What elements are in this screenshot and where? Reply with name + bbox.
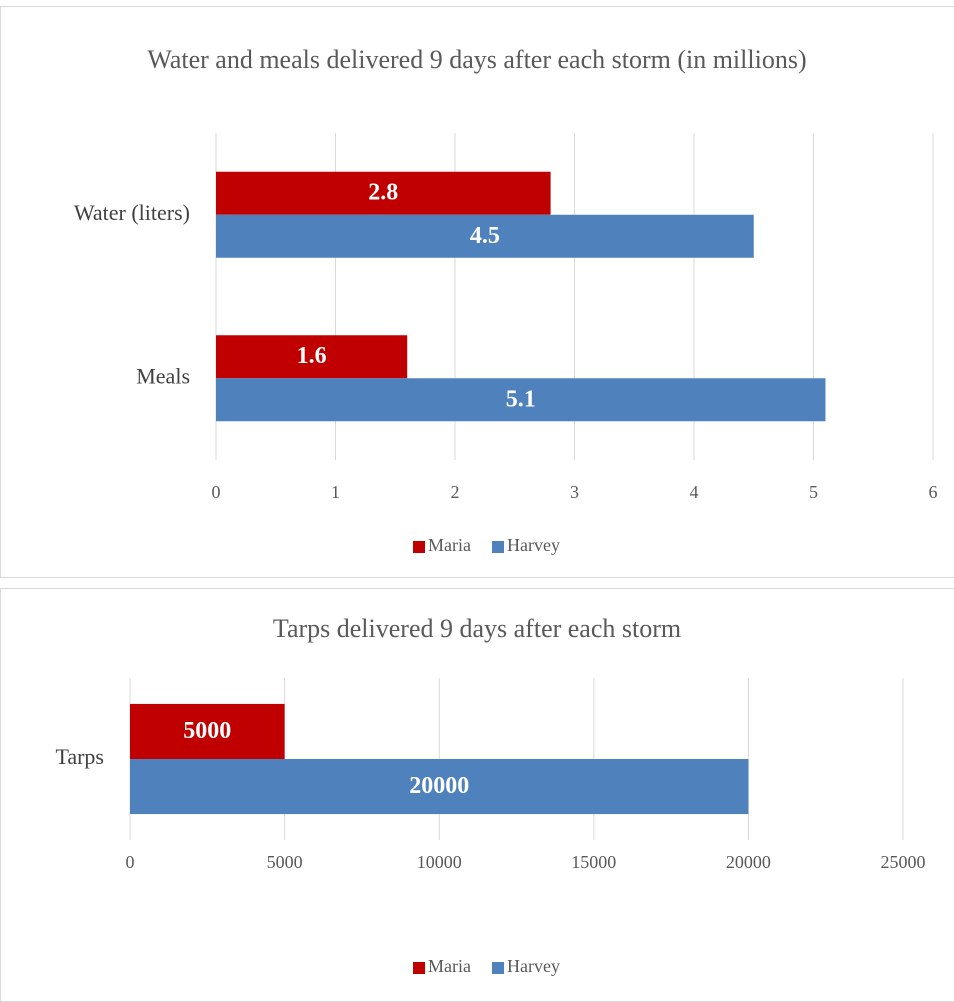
x-tick-label: 10000 [417, 852, 462, 872]
chart-title: Water and meals delivered 9 days after e… [147, 45, 806, 74]
data-label: 5.1 [506, 386, 536, 412]
bar [216, 214, 754, 258]
x-tick-label: 5000 [267, 852, 303, 872]
bar [130, 703, 285, 759]
category-label: Water (liters) [74, 200, 190, 225]
x-tick-label: 5 [809, 482, 818, 502]
data-label: 5000 [183, 718, 231, 744]
legend-swatch [492, 541, 504, 553]
bar [130, 759, 749, 815]
legend-swatch [413, 541, 426, 553]
category-label: Meals [136, 363, 190, 388]
data-label: 2.8 [368, 180, 398, 206]
data-label: 4.5 [470, 223, 500, 249]
bar [216, 335, 408, 379]
x-tick-label: 1 [331, 482, 340, 502]
x-tick-label: 15000 [571, 852, 616, 872]
chart-border [0, 6, 954, 578]
legend-swatch [492, 962, 504, 974]
legend-swatch [413, 962, 426, 974]
x-tick-label: 3 [570, 482, 579, 502]
legend-label: Maria [428, 535, 471, 555]
legend-label: Harvey [507, 535, 560, 555]
x-tick-label: 2 [451, 482, 460, 502]
x-tick-label: 0 [212, 482, 221, 502]
chart-title: Tarps delivered 9 days after each storm [273, 614, 681, 643]
legend-label: Harvey [507, 956, 560, 976]
bar [216, 171, 551, 215]
x-tick-label: 6 [929, 482, 938, 502]
x-tick-label: 25000 [881, 852, 926, 872]
legend-label: Maria [428, 956, 471, 976]
x-tick-label: 4 [690, 482, 699, 502]
category-label: Tarps [55, 744, 104, 769]
data-label: 1.6 [297, 343, 327, 369]
chart: Water and meals delivered 9 days after e… [0, 6, 954, 578]
data-label: 20000 [409, 773, 469, 799]
chart: Tarps delivered 9 days after each storm 0… [0, 588, 954, 1002]
x-tick-label: 20000 [726, 852, 771, 872]
x-tick-label: 0 [126, 852, 135, 872]
bar [216, 378, 826, 422]
